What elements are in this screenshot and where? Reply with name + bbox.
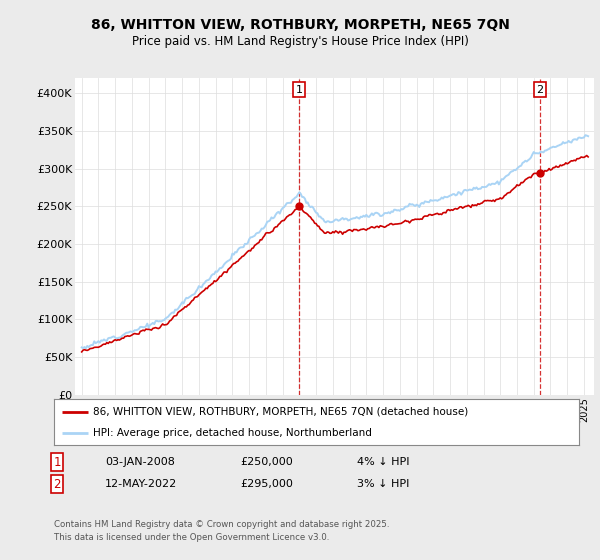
Text: £295,000: £295,000 <box>240 479 293 489</box>
Text: Price paid vs. HM Land Registry's House Price Index (HPI): Price paid vs. HM Land Registry's House … <box>131 35 469 49</box>
Text: 12-MAY-2022: 12-MAY-2022 <box>105 479 177 489</box>
Text: 03-JAN-2008: 03-JAN-2008 <box>105 457 175 467</box>
Text: 86, WHITTON VIEW, ROTHBURY, MORPETH, NE65 7QN (detached house): 86, WHITTON VIEW, ROTHBURY, MORPETH, NE6… <box>94 407 469 417</box>
Text: 1: 1 <box>53 455 61 469</box>
Text: 2: 2 <box>53 478 61 491</box>
Text: 3% ↓ HPI: 3% ↓ HPI <box>357 479 409 489</box>
Text: 4% ↓ HPI: 4% ↓ HPI <box>357 457 409 467</box>
Text: Contains HM Land Registry data © Crown copyright and database right 2025.
This d: Contains HM Land Registry data © Crown c… <box>54 520 389 542</box>
Text: 1: 1 <box>296 85 303 95</box>
Text: £250,000: £250,000 <box>240 457 293 467</box>
Text: 2: 2 <box>536 85 544 95</box>
Text: HPI: Average price, detached house, Northumberland: HPI: Average price, detached house, Nort… <box>94 428 372 438</box>
Text: 86, WHITTON VIEW, ROTHBURY, MORPETH, NE65 7QN: 86, WHITTON VIEW, ROTHBURY, MORPETH, NE6… <box>91 18 509 32</box>
